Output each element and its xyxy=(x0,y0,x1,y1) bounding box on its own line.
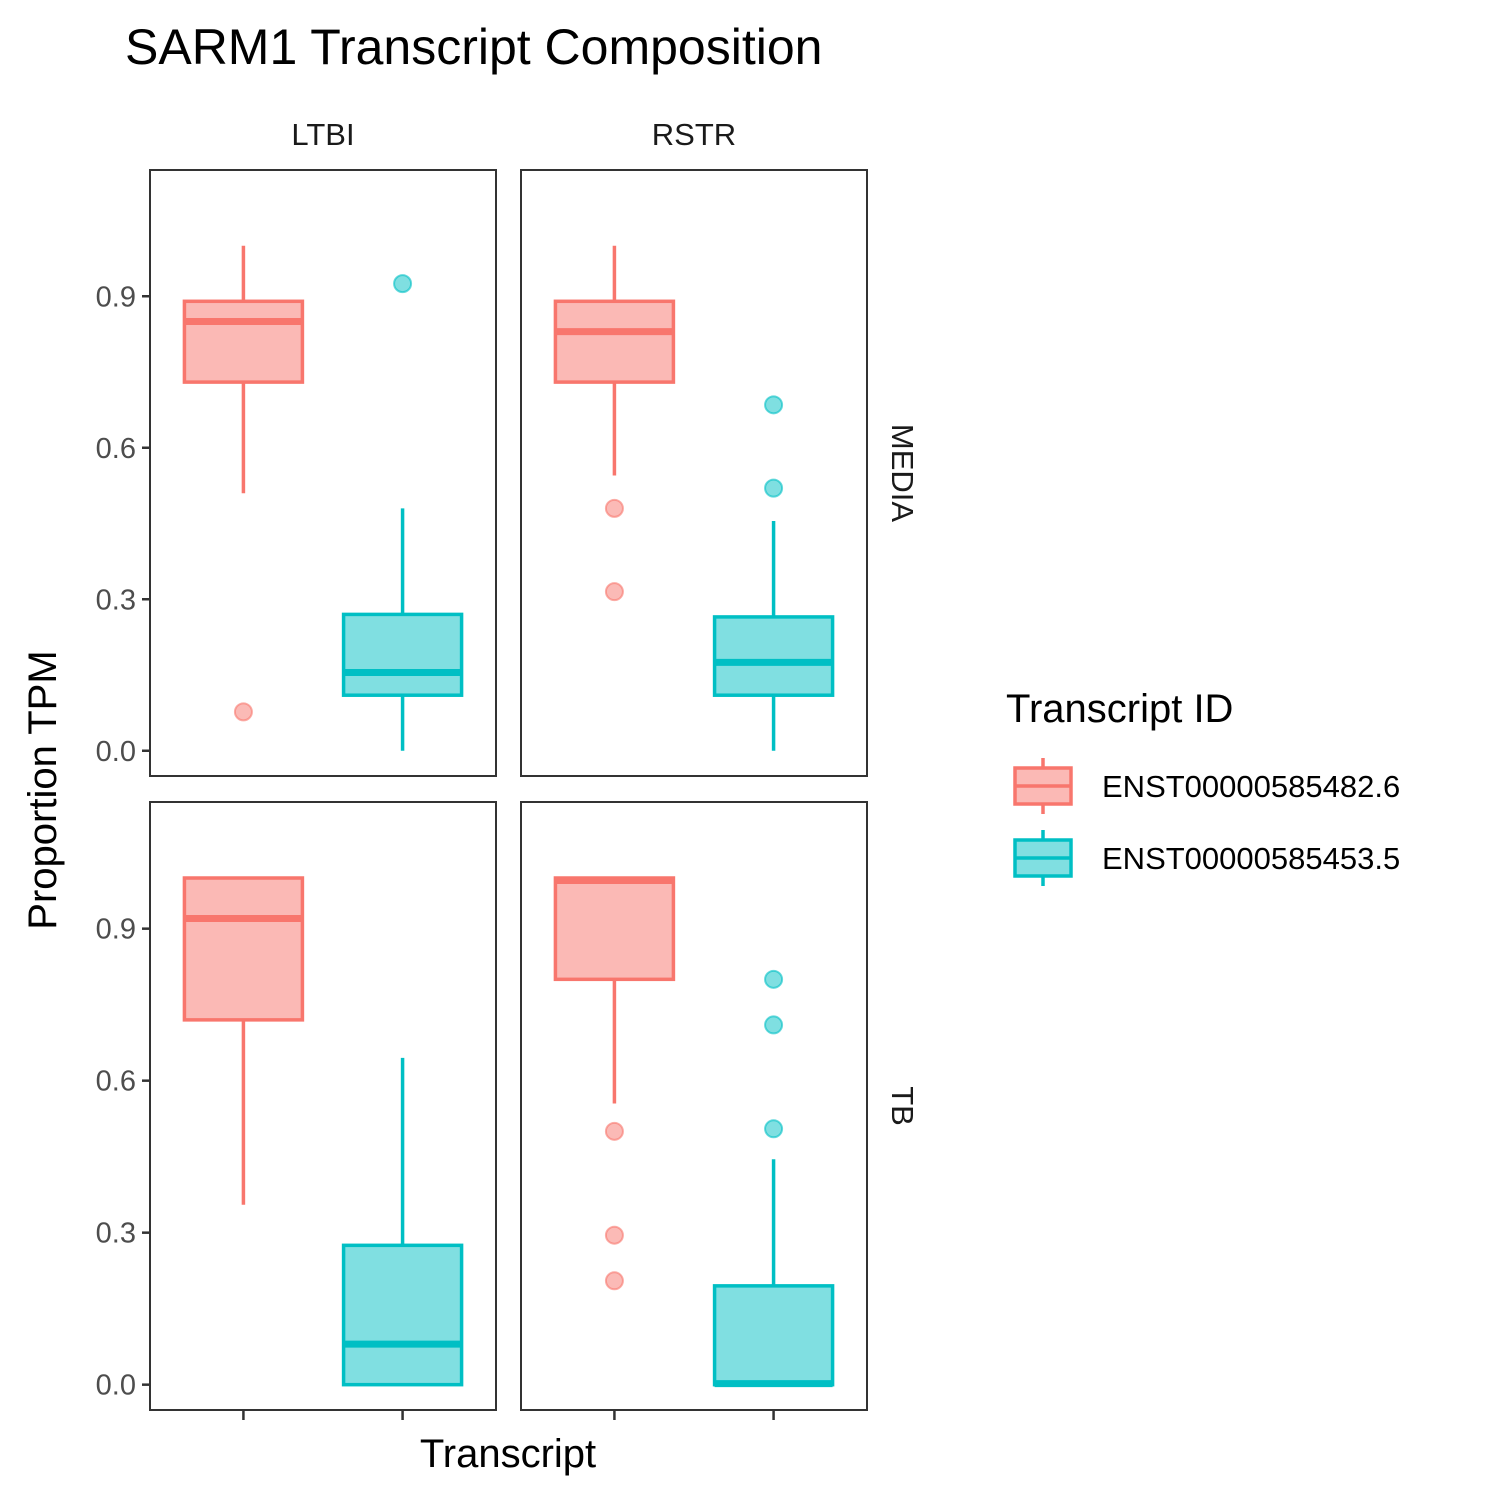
facet-col-label: LTBI xyxy=(291,117,354,152)
box-ENST00000585453.5 xyxy=(341,274,464,751)
outlier-point xyxy=(764,395,784,415)
panel-border xyxy=(520,169,868,777)
x-axis-label: Transcript xyxy=(420,1432,596,1476)
legend-label: ENST00000585482.6 xyxy=(1102,769,1400,804)
y-tick-label: 0.3 xyxy=(96,584,136,616)
legend-entry: ENST00000585482.6 xyxy=(1013,758,1400,814)
outlier-point xyxy=(764,969,784,989)
y-tick-label: 0.0 xyxy=(96,1370,136,1402)
outlier-point xyxy=(604,582,624,602)
outlier-point xyxy=(604,1121,624,1141)
y-tick-label: 0.6 xyxy=(96,433,136,465)
box-iqr xyxy=(553,876,676,982)
outlier-point xyxy=(233,702,253,722)
outlier-point xyxy=(764,1119,784,1139)
box-iqr xyxy=(553,299,676,384)
legend: Transcript ID ENST00000585482.6 ENST00000… xyxy=(1006,687,1400,886)
box-ENST00000585482.6 xyxy=(553,876,676,1291)
outlier-point xyxy=(604,1225,624,1245)
chart-title: SARM1 Transcript Composition xyxy=(125,19,822,75)
box-ENST00000585482.6 xyxy=(182,245,305,722)
panel-media-ltbi: 0.0 0.3 0.6 0.9 xyxy=(96,169,497,777)
y-tick-label: 0.0 xyxy=(96,736,136,768)
box-ENST00000585482.6 xyxy=(182,876,305,1205)
plot-area: 0.0 0.3 0.6 0.9 0.0 0.3 0.6 0.9 LTBI RSTR MEDIA TB xyxy=(96,117,920,1420)
legend-label: ENST00000585453.5 xyxy=(1102,841,1400,876)
panel-tb-rstr xyxy=(520,801,868,1420)
panel-border xyxy=(149,801,497,1411)
panel-border xyxy=(149,169,497,777)
outlier-point xyxy=(764,478,784,498)
panel-media-rstr xyxy=(520,169,868,777)
box-iqr xyxy=(712,1284,835,1387)
box-iqr xyxy=(341,612,464,697)
facet-col-label: RSTR xyxy=(652,117,736,152)
box-iqr xyxy=(712,615,835,697)
panel-border xyxy=(520,801,868,1411)
y-tick-label: 0.3 xyxy=(96,1218,136,1250)
y-tick-label: 0.6 xyxy=(96,1066,136,1098)
box-iqr xyxy=(341,1243,464,1387)
box-iqr xyxy=(182,876,305,1022)
y-tick-label: 0.9 xyxy=(96,914,136,946)
outlier-point xyxy=(393,274,413,294)
box-ENST00000585482.6 xyxy=(553,245,676,602)
outlier-point xyxy=(604,1271,624,1291)
box-ENST00000585453.5 xyxy=(712,395,835,751)
y-axis-label: Proportion TPM xyxy=(21,650,65,929)
legend-entry: ENST00000585453.5 xyxy=(1013,830,1400,886)
legend-title: Transcript ID xyxy=(1006,687,1233,731)
panel-tb-ltbi: 0.0 0.3 0.6 0.9 xyxy=(96,801,497,1420)
box-iqr xyxy=(182,299,305,384)
outlier-point xyxy=(604,498,624,518)
y-tick-label: 0.9 xyxy=(96,281,136,313)
outlier-point xyxy=(764,1015,784,1035)
facet-row-label: TB xyxy=(885,1086,920,1126)
box-ENST00000585453.5 xyxy=(712,969,835,1388)
box-ENST00000585453.5 xyxy=(341,1057,464,1387)
facet-row-label: MEDIA xyxy=(885,424,920,523)
